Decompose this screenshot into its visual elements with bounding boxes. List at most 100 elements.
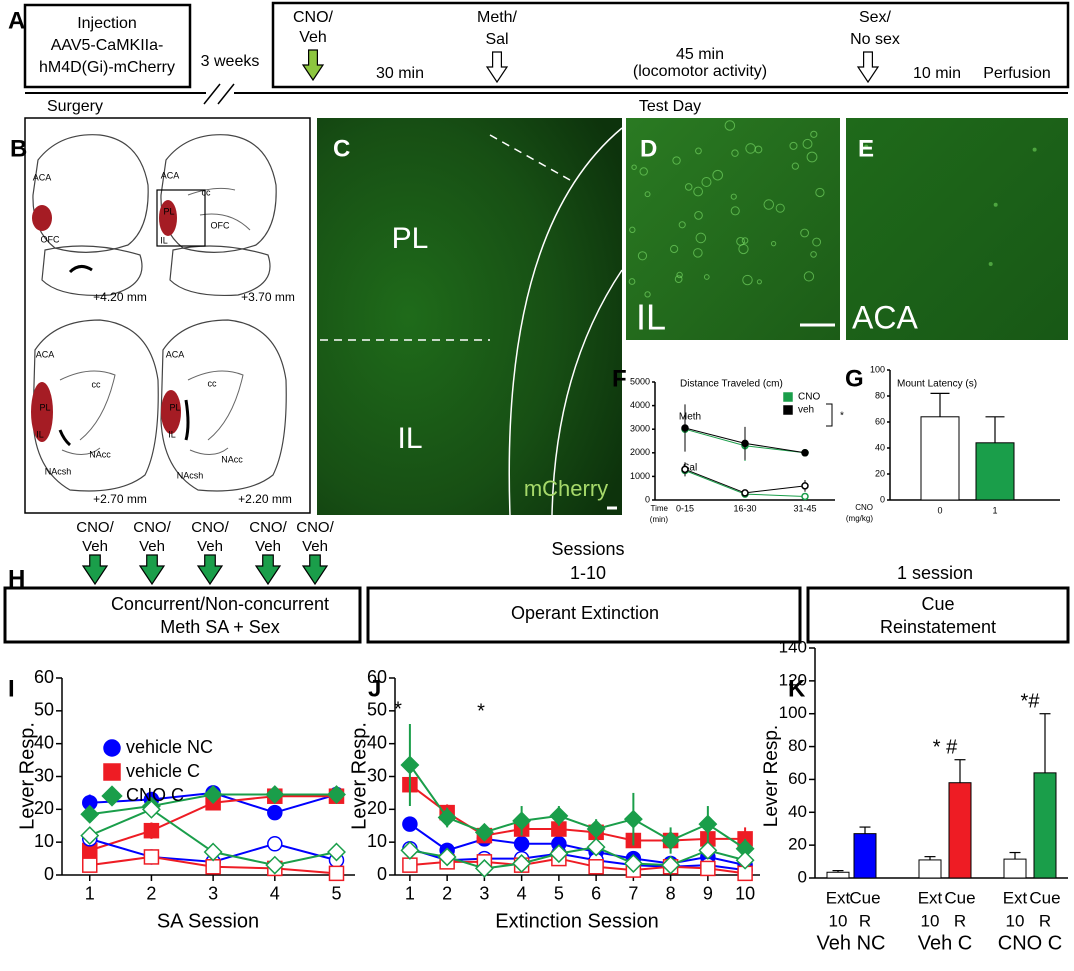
cell <box>637 251 648 261</box>
cell <box>738 243 749 255</box>
cell <box>695 232 707 244</box>
marker <box>735 850 755 870</box>
series-line <box>409 764 746 850</box>
y-tick-label: 30 <box>367 765 387 785</box>
marker <box>82 857 98 873</box>
phase-box <box>366 586 802 644</box>
x-tick-sublabel: 10 <box>921 912 940 931</box>
region-label: NAcsh <box>45 466 72 476</box>
y-tick-label: 30 <box>34 765 54 785</box>
phase-text: Surgery <box>47 98 103 115</box>
marker <box>474 858 494 878</box>
region-label: ACA <box>161 170 180 180</box>
legend-label: vehicle C <box>126 761 200 781</box>
axis-break <box>203 83 221 105</box>
y-axis-label: Lever Resp. <box>348 722 370 830</box>
axis-break <box>217 83 235 105</box>
duration-text: 30 min <box>376 65 424 82</box>
step-text: Sal <box>485 31 508 48</box>
y-tick-label: 0 <box>377 864 387 884</box>
annotation: Sal <box>683 463 697 474</box>
marker <box>141 799 161 819</box>
y-tick-label: 40 <box>34 732 54 752</box>
y-tick-label: 100 <box>870 364 885 374</box>
cell <box>810 130 818 138</box>
region-label: OFC <box>41 234 60 244</box>
chart-title: Distance Traveled (cm) <box>680 379 783 390</box>
marker <box>205 859 221 875</box>
x-tick-label: 4 <box>517 884 527 904</box>
treatment-text: CNO/ <box>191 519 229 536</box>
panel-label: B <box>10 135 27 162</box>
x-tick-label: 6 <box>591 884 601 904</box>
y-tick-label: 3000 <box>630 424 650 434</box>
panel-label: A <box>8 7 25 34</box>
legend-label: CNO <box>798 392 820 403</box>
arrow <box>138 554 166 586</box>
cell <box>703 274 710 280</box>
x-tick-sublabel: R <box>954 912 966 931</box>
region-label: cc <box>208 378 218 388</box>
cell <box>693 186 704 197</box>
y-tick-label: 50 <box>367 700 387 720</box>
cell <box>864 144 869 149</box>
arrow <box>856 51 880 84</box>
marker <box>588 859 604 875</box>
marker <box>681 465 689 474</box>
region-label: IL <box>160 235 168 245</box>
phase-text: Cue <box>921 594 954 614</box>
brain-section <box>156 134 277 297</box>
region-label: IL <box>168 429 176 439</box>
cell <box>628 278 636 285</box>
annotation: * <box>840 411 844 422</box>
brain-section <box>160 319 287 492</box>
injection-text: hM4D(Gi)-mCherry <box>39 59 175 76</box>
x-tick-label: 2 <box>146 884 156 904</box>
y-tick-label: 10 <box>367 831 387 851</box>
group-label: CNO C <box>998 933 1062 955</box>
cell <box>631 164 637 170</box>
marker <box>623 854 643 873</box>
panel-label: K <box>788 675 806 702</box>
marker <box>143 822 160 839</box>
treatment-text: CNO/ <box>133 519 171 536</box>
phase-text: Reinstatement <box>880 617 996 637</box>
group-label: Veh C <box>918 933 972 955</box>
region-label: PL <box>39 402 50 412</box>
cell <box>993 202 998 207</box>
marker <box>698 814 718 834</box>
stain-label: mCherry <box>524 476 608 501</box>
marker <box>103 739 121 757</box>
x-tick-label: 10 <box>735 884 755 904</box>
injection-box <box>23 3 192 89</box>
micrograph <box>846 118 1068 340</box>
series-line <box>409 846 746 870</box>
y-axis-label: Lever Resp. <box>16 722 38 830</box>
cell <box>672 156 681 165</box>
x-axis-label: Extinction Session <box>495 910 658 932</box>
step-text: Sex/ <box>859 9 892 26</box>
region-label: PL <box>169 402 180 412</box>
y-tick-label: 100 <box>779 703 807 722</box>
marker <box>327 785 346 805</box>
step-text: No sex <box>850 31 900 48</box>
marker <box>661 855 681 875</box>
marker <box>741 439 749 448</box>
section-level: +3.70 mm <box>241 290 295 304</box>
cell <box>639 167 648 176</box>
marker <box>327 842 346 862</box>
x-tick-sublabel: R <box>859 912 871 931</box>
arrow <box>301 554 329 586</box>
marker <box>801 482 809 490</box>
y-tick-label: 0 <box>798 867 807 886</box>
marker <box>513 836 530 852</box>
panel-label: C <box>333 135 350 162</box>
x-tick-label: 31-45 <box>793 503 816 513</box>
bar <box>853 833 877 879</box>
marker <box>402 857 418 873</box>
marker <box>400 755 420 775</box>
y-tick-label: 0 <box>880 494 885 504</box>
x-tick-label: 1 <box>405 884 415 904</box>
cell <box>693 248 703 258</box>
